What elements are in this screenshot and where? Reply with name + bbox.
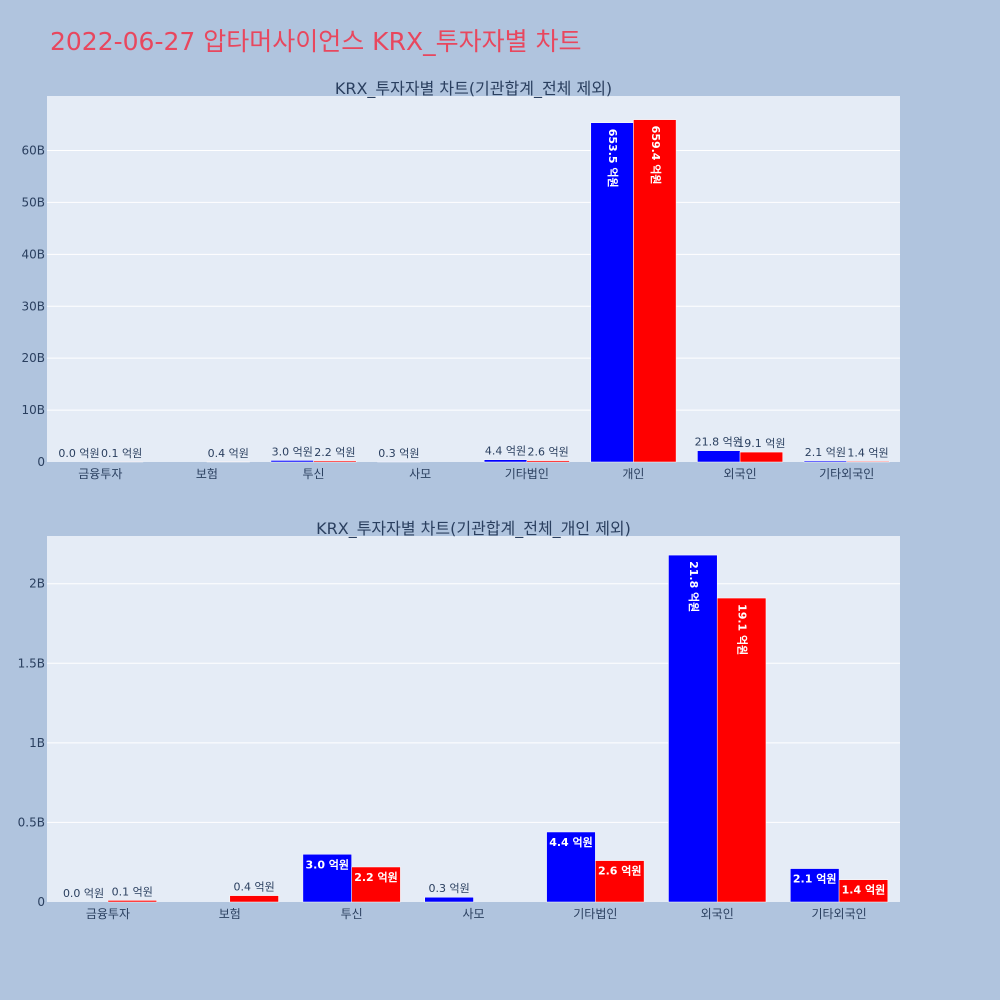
data-label: 659.4 억원 [649,126,663,185]
data-label: 3.0 억원 [305,857,349,871]
chart-top: KRX_투자자별 차트(기관합계_전체 제외) 0 10B 20B 30B 40B 50B 6… [21,79,900,480]
x-tick-label: 기타외국인 [819,467,874,480]
y-tick-label: 0 [37,455,45,469]
bar-series-b [526,460,570,463]
page-title: 2022-06-27 압타머사이언스 KRX_투자자별 차트 [50,27,582,56]
data-label: 0.4 억원 [234,881,275,894]
plot-area [47,536,900,902]
y-tick-label: 40B [21,247,45,261]
data-label: 1.4 억원 [842,883,886,897]
data-label: 4.4 억원 [485,445,526,458]
bar-series-a [270,460,314,463]
x-tick-label: 외국인 [701,907,734,920]
data-label: 4.4 억원 [549,835,593,849]
bar-series-a [424,896,474,903]
data-label: 2.2 억원 [354,870,398,884]
bar-series-b [229,895,279,903]
chart-title: KRX_투자자별 차트(기관합계_전체_개인 제외) [316,519,631,539]
x-tick-label: 보험 [196,467,218,480]
x-tick-label: 기타외국인 [811,907,866,920]
bar-series-a [483,459,528,463]
y-tick-label: 60B [21,144,45,158]
data-label: 0.0 억원 [58,447,99,460]
x-tick-label: 기타법인 [573,907,617,920]
bar-series-a [668,554,718,903]
bar-series-a [803,460,847,463]
bar-series-b [739,451,783,463]
y-tick-label: 0 [37,895,45,909]
x-tick-label: 개인 [622,467,644,480]
data-label: 2.6 억원 [528,446,569,459]
bar-series-a [697,450,741,463]
x-tick-label: 금융투자 [78,467,122,480]
x-tick-label: 투신 [303,467,325,480]
x-tick-label: 사모 [409,467,431,480]
data-label: 19.1 억원 [737,437,785,450]
x-tick-label: 외국인 [724,467,757,480]
bar-series-b [107,900,157,903]
bar-series-b [846,461,890,463]
x-tick-label: 사모 [462,907,484,920]
data-label: 0.3 억원 [378,447,419,460]
y-tick-label: 1B [29,736,45,750]
y-tick-label: 30B [21,299,45,313]
y-tick-label: 50B [21,195,45,209]
bar-series-b [838,879,889,903]
plot-area [47,96,900,462]
y-tick-label: 20B [21,351,45,365]
x-tick-label: 투신 [341,907,363,920]
data-label: 0.0 억원 [63,887,104,900]
data-label: 19.1 억원 [736,604,750,655]
data-label: 2.1 억원 [793,872,837,886]
data-label: 0.1 억원 [112,885,153,898]
bar-series-a [790,868,840,903]
y-tick-label: 10B [21,403,45,417]
y-tick-label: 0.5B [18,815,45,829]
bar-series-a [546,831,596,903]
data-label: 1.4 억원 [847,446,888,459]
x-tick-label: 금융투자 [86,907,130,920]
bar-series-b [313,460,357,463]
data-label: 21.8 억원 [687,561,701,612]
bar-series-b [716,597,767,903]
chart-title: KRX_투자자별 차트(기관합계_전체 제외) [335,79,612,99]
x-tick-label: 보험 [219,907,241,920]
bar-series-b [633,119,677,463]
data-label: 3.0 억원 [272,445,313,458]
data-label: 653.5 억원 [606,129,620,188]
x-tick-label: 기타법인 [505,467,549,480]
bar-series-b [595,860,645,903]
data-label: 0.3 억원 [429,882,470,895]
y-tick-label: 1.5B [18,656,45,670]
chart-bottom: KRX_투자자별 차트(기관합계_전체_개인 제외) 0 0.5B 1B 1.5B 2B 금… [18,519,900,920]
y-tick-label: 2B [29,577,45,591]
bar-series-b [351,866,401,903]
bar-series-a [302,854,352,903]
data-label: 0.4 억원 [208,447,249,460]
data-label: 0.1 억원 [101,447,142,460]
data-label: 2.2 억원 [314,446,355,459]
data-label: 2.6 억원 [598,864,642,878]
data-label: 2.1 억원 [805,446,846,459]
data-label: 21.8 억원 [695,436,743,449]
